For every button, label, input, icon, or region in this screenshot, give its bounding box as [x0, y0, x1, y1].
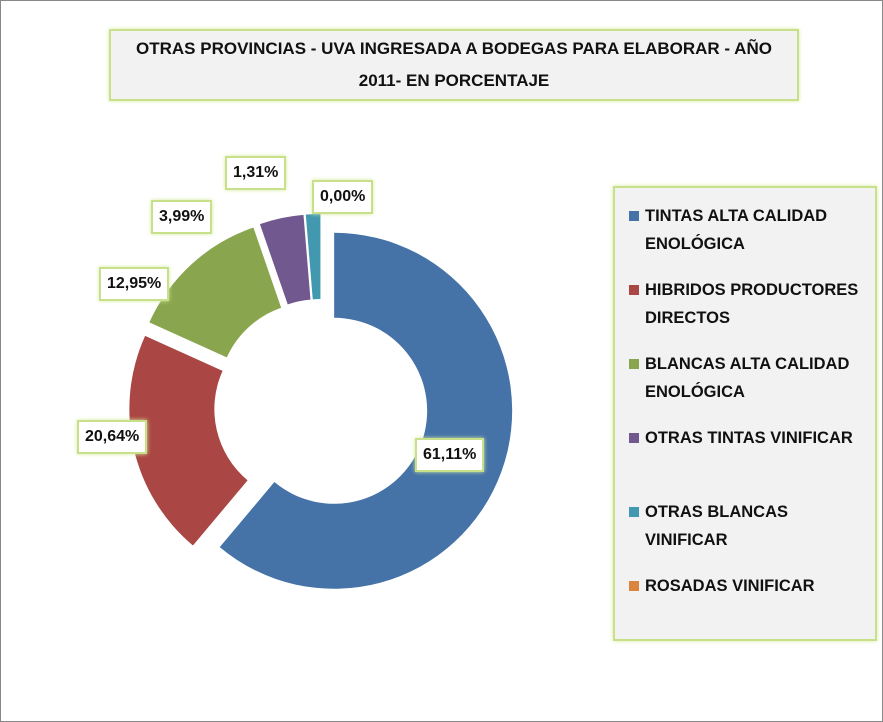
legend-item: BLANCAS ALTA CALIDAD ENOLÓGICA	[629, 350, 874, 406]
legend-item: ROSADAS VINIFICAR	[629, 572, 874, 600]
legend-item: OTRAS TINTAS VINIFICAR	[629, 424, 874, 452]
legend-item: HIBRIDOS PRODUCTORES DIRECTOS	[629, 276, 874, 332]
donut-segment	[129, 335, 248, 546]
legend-label: OTRAS TINTAS VINIFICAR	[645, 429, 853, 447]
legend-swatch	[629, 285, 639, 295]
legend: TINTAS ALTA CALIDAD ENOLÓGICA HIBRIDOS PR…	[613, 186, 877, 641]
legend-swatch	[629, 359, 639, 369]
data-label: 20,64%	[77, 420, 148, 454]
legend-label: HIBRIDOS PRODUCTORES DIRECTOS	[645, 281, 859, 327]
legend-swatch	[629, 581, 639, 591]
legend-swatch	[629, 433, 639, 443]
legend-item: OTRAS BLANCAS VINIFICAR	[629, 498, 874, 554]
data-label: 1,31%	[225, 156, 287, 190]
legend-item: TINTAS ALTA CALIDAD ENOLÓGICA	[629, 202, 874, 258]
legend-swatch	[629, 211, 639, 221]
donut-segment	[259, 214, 311, 305]
donut-segment	[305, 214, 321, 300]
data-label: 61,11%	[415, 438, 485, 472]
data-label: 12,95%	[99, 267, 170, 301]
donut-segment	[219, 232, 513, 589]
legend-label: ROSADAS VINIFICAR	[645, 577, 815, 595]
data-label: 3,99%	[151, 200, 213, 234]
data-label: 0,00%	[312, 180, 374, 214]
legend-swatch	[629, 507, 639, 517]
legend-label: TINTAS ALTA CALIDAD ENOLÓGICA	[645, 207, 828, 253]
donut-segment	[149, 227, 282, 358]
legend-label: OTRAS BLANCAS VINIFICAR	[645, 503, 788, 549]
chart-title: OTRAS PROVINCIAS - UVA INGRESADA A BODEG…	[109, 29, 799, 101]
legend-label: BLANCAS ALTA CALIDAD ENOLÓGICA	[645, 355, 850, 401]
